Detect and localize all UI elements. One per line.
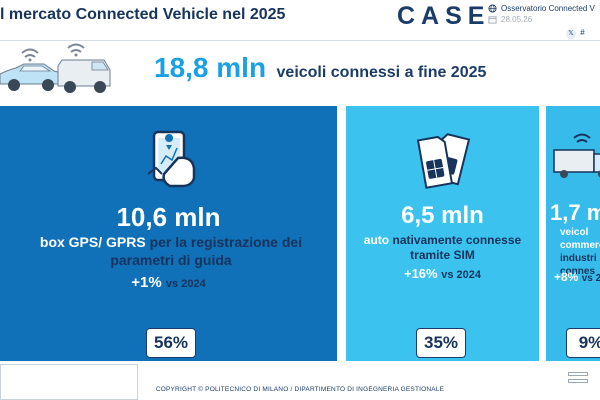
desc-line: veicol [560,227,589,238]
header: l mercato Connected Vehicle nel 2025 CAS… [0,0,600,39]
connected-vehicles-icon [0,43,111,93]
growth-vs: vs 2 [581,273,600,284]
hero-label: veicoli connessi a fine 2025 [276,64,487,81]
date-row: 28.05.26 [488,14,595,24]
case-logo: CASE [397,2,491,30]
x-social-icon[interactable]: 𝕏 [566,29,576,39]
panel-sim-cars: 6,5 mln auto nativamente connesse tramit… [346,106,539,361]
hero-value: 18,8 mln [154,52,267,83]
panel-description: auto nativamente connesse tramite SIM [352,233,533,263]
corner-box [0,364,138,400]
panel-description: veicol commerci industri connes [560,226,600,278]
panel-description-highlight: box GPS/ GPRS [39,234,146,250]
growth-percent: +1% [131,274,162,291]
panel-growth: +1% vs 2024 [0,274,337,291]
panel-value: 6,5 mln [401,202,484,229]
header-meta: Osservatorio Connected V 28.05.26 [488,3,595,25]
growth-vs: vs 2024 [165,278,206,290]
panel-value: 1,7 m [550,200,600,225]
phone-map-icon [148,130,196,188]
panel-description-rest: nativamente connesse tramite SIM [392,233,522,262]
panel-description-highlight: auto [363,233,390,247]
footer-copyright: COPYRIGHT © POLITECNICO DI MILANO / DIPA… [155,386,445,393]
social-row[interactable]: 𝕏 # [566,28,585,39]
panel-gps-box: 10,6 mln box GPS/ GPRS per la registrazi… [0,106,337,361]
observatory-label: Osservatorio Connected V [501,3,595,13]
corner-bars [568,372,588,386]
bar-line [568,379,588,383]
share-badge: 35% [416,328,466,358]
growth-percent: +16% [403,266,438,281]
desc-line: industri [560,253,597,264]
panel-commercial-vehicles: 1,7 m veicol commerci industri connes +8… [546,106,600,361]
panel-growth: +8% vs 2 [554,270,600,284]
page-title: l mercato Connected Vehicle nel 2025 [0,6,286,23]
growth-vs: vs 2024 [441,269,481,281]
panel-description: box GPS/ GPRS per la registrazione dei p… [10,234,332,269]
bar-line [568,372,588,376]
observatory-row[interactable]: Osservatorio Connected V [488,3,595,13]
calendar-icon [488,15,497,24]
panel-description-rest: per la registrazione dei parametri di gu… [110,234,303,268]
panel-value: 10,6 mln [116,202,221,232]
desc-line: commerci [560,240,600,251]
globe-icon [488,3,497,13]
share-badge: 56% [146,328,196,358]
hero-headline: 18,8 mln veicoli connessi a fine 2025 [154,52,486,84]
desc-line: connes [560,266,596,277]
truck-icon [553,133,600,178]
social-handle: # [580,28,585,37]
date-label: 28.05.26 [501,14,533,24]
share-badge: 9% [566,328,600,358]
panel-growth: +16% vs 2024 [346,266,539,281]
header-divider [0,40,600,41]
sim-card-icon [416,133,471,189]
growth-percent: +8% [554,270,579,284]
